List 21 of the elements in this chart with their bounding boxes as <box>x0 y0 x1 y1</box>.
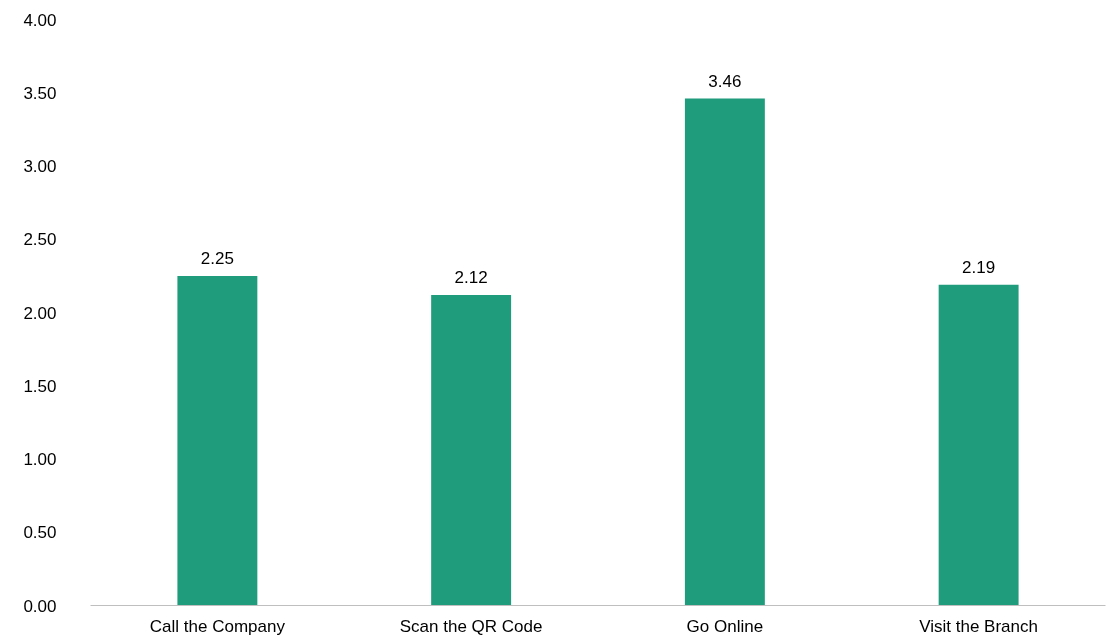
data-label: 3.46 <box>708 71 742 91</box>
x-tick-label: Go Online <box>686 616 764 636</box>
x-tick-label: Visit the Branch <box>919 616 1039 636</box>
bar <box>177 275 258 606</box>
y-tick-label: 0.50 <box>23 523 57 543</box>
bar <box>938 284 1019 606</box>
y-tick-label: 1.50 <box>23 376 57 396</box>
x-tick-label: Call the Company <box>149 616 286 636</box>
data-label: 2.25 <box>200 248 234 268</box>
data-label: 2.19 <box>962 257 996 277</box>
y-tick-label: 2.50 <box>23 230 57 250</box>
x-tick-label: Scan the QR Code <box>399 616 543 636</box>
y-tick-label: 2.00 <box>23 303 57 323</box>
bar <box>431 294 512 606</box>
y-tick-label: 0.00 <box>23 596 57 616</box>
y-tick-label: 1.00 <box>23 450 57 469</box>
y-tick-label: 3.50 <box>23 83 57 103</box>
data-label: 2.12 <box>454 267 488 287</box>
y-tick-label: 3.00 <box>23 157 57 176</box>
y-tick-label: 4.00 <box>23 10 57 30</box>
bar <box>684 98 765 606</box>
